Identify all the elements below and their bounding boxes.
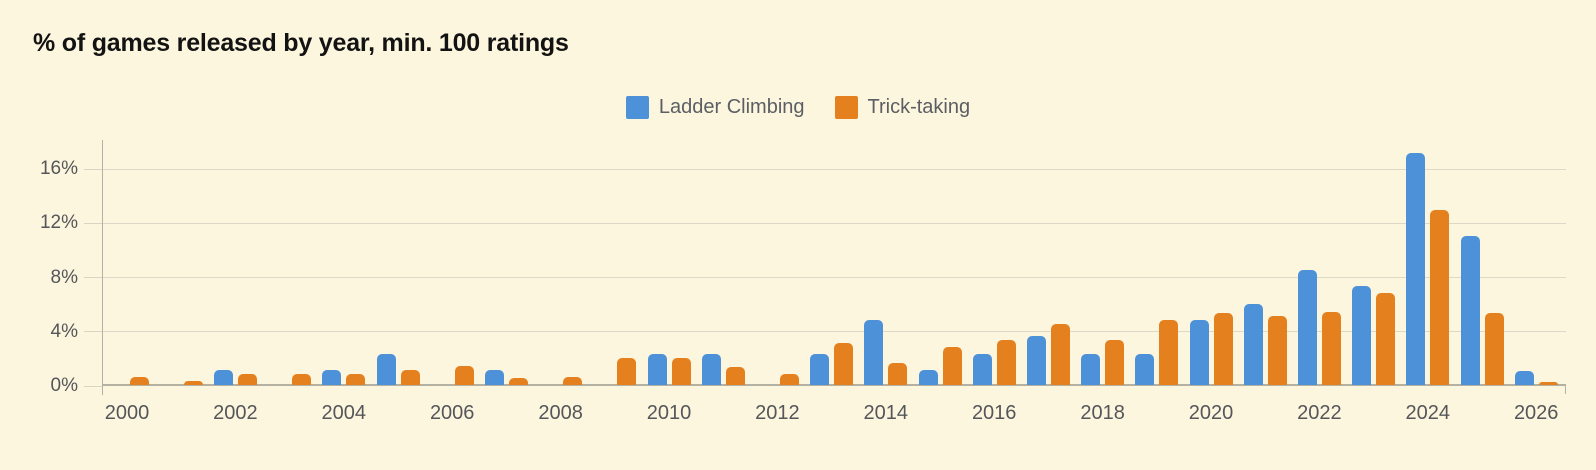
y-axis-label-16%: 16%: [39, 158, 78, 179]
bar-trick-taking-2000: [129, 376, 149, 385]
bar-trick-taking-2009: [617, 357, 637, 385]
bar-ladder-climbing-2020: [1189, 319, 1209, 385]
chart-title: % of games released by year, min. 100 ra…: [33, 29, 569, 57]
y-tick-0%: [84, 385, 102, 387]
bar-trick-taking-2006: [454, 366, 474, 385]
bar-ladder-climbing-2015: [918, 370, 938, 385]
bar-ladder-climbing-2010: [647, 353, 667, 385]
bar-ladder-climbing-2014: [864, 319, 884, 385]
gridline-8%: [103, 277, 1566, 278]
y-axis-line: [102, 140, 103, 395]
legend: Ladder Climbing Trick-taking: [0, 96, 1596, 119]
y-axis-label-12%: 12%: [39, 212, 78, 234]
x-axis-line: [103, 384, 1566, 386]
x-axis-label-2004: 2004: [321, 402, 367, 424]
bar-ladder-climbing-2017: [1026, 336, 1046, 385]
x-axis-label-2024: 2024: [1405, 402, 1451, 424]
x-axis-end-tick: [1565, 386, 1566, 394]
bar-trick-taking-2015: [942, 347, 962, 385]
x-axis-label-2020: 2020: [1188, 402, 1234, 424]
x-axis-label-2026: 2026: [1513, 402, 1559, 424]
legend-label-ladder-climbing: Ladder Climbing: [658, 96, 805, 118]
bar-trick-taking-2018: [1105, 340, 1125, 385]
bar-ladder-climbing-2019: [1135, 353, 1155, 385]
bar-ladder-climbing-2007: [484, 370, 504, 385]
bar-ladder-climbing-2002: [213, 370, 233, 385]
bar-trick-taking-2022: [1321, 311, 1341, 385]
legend-label-trick-taking: Trick-taking: [867, 96, 971, 118]
bar-trick-taking-2021: [1267, 315, 1287, 385]
bar-trick-taking-2025: [1484, 313, 1504, 385]
bar-ladder-climbing-2026: [1514, 371, 1534, 385]
bar-trick-taking-2004: [346, 374, 366, 385]
x-axis-label-2018: 2018: [1080, 402, 1125, 424]
x-axis-label-2022: 2022: [1297, 402, 1342, 424]
y-tick-8%: [84, 277, 102, 278]
legend-item-trick-taking: Trick-taking: [834, 96, 971, 119]
bar-ladder-climbing-2025: [1460, 235, 1480, 385]
bar-trick-taking-2008: [563, 376, 583, 385]
bar-trick-taking-2020: [1213, 313, 1233, 385]
y-axis-label-4%: 4%: [50, 320, 78, 342]
bar-ladder-climbing-2021: [1243, 303, 1263, 385]
legend-swatch-trick-taking: [834, 96, 858, 119]
x-axis-label-2016: 2016: [971, 402, 1017, 424]
bar-trick-taking-2017: [1050, 323, 1070, 385]
gridline-4%: [103, 331, 1566, 333]
x-axis-label-2002: 2002: [213, 402, 258, 424]
bar-trick-taking-2019: [1159, 319, 1179, 385]
y-axis-label-8%: 8%: [50, 266, 78, 288]
bar-trick-taking-2001: [183, 380, 203, 385]
bar-ladder-climbing-2005: [376, 353, 396, 385]
plot-area: 0% 4% 8% 12% 16% 2000 2002 2004 2006 2008 2010 2012…: [40, 140, 1566, 424]
bar-trick-taking-2016: [996, 340, 1016, 385]
bar-trick-taking-2011: [725, 367, 745, 385]
bar-trick-taking-2026: [1538, 382, 1558, 385]
legend-item-ladder-climbing: Ladder Climbing: [625, 96, 805, 119]
bar-trick-taking-2023: [1376, 292, 1396, 385]
bar-trick-taking-2010: [671, 357, 691, 385]
gridline-16%: [103, 168, 1566, 170]
y-axis-label-0%: 0%: [50, 375, 78, 396]
bar-ladder-climbing-2024: [1406, 153, 1426, 385]
x-axis-label-2014: 2014: [863, 402, 909, 424]
x-axis-label-2008: 2008: [538, 402, 583, 424]
x-axis-label-2006: 2006: [429, 402, 475, 424]
x-axis-label-2000: 2000: [104, 402, 150, 424]
bar-trick-taking-2013: [834, 342, 854, 385]
bar-trick-taking-2014: [888, 363, 908, 385]
x-axis-label-2010: 2010: [646, 402, 692, 424]
bar-ladder-climbing-2004: [322, 370, 342, 385]
y-tick-12%: [84, 222, 102, 224]
y-tick-4%: [84, 331, 102, 333]
bar-trick-taking-2002: [237, 374, 257, 385]
bar-ladder-climbing-2011: [701, 353, 721, 385]
bar-trick-taking-2024: [1430, 210, 1450, 385]
bar-ladder-climbing-2023: [1352, 286, 1372, 385]
bar-trick-taking-2005: [400, 370, 420, 385]
x-axis-label-2012: 2012: [755, 402, 800, 424]
bar-trick-taking-2007: [508, 378, 528, 385]
bar-ladder-climbing-2018: [1081, 353, 1101, 385]
bar-ladder-climbing-2022: [1297, 269, 1317, 385]
bar-ladder-climbing-2013: [810, 353, 830, 385]
gridline-12%: [103, 222, 1566, 224]
legend-swatch-ladder-climbing: [625, 96, 649, 119]
bar-trick-taking-2003: [292, 374, 312, 385]
bar-trick-taking-2012: [779, 374, 799, 385]
y-tick-16%: [84, 168, 102, 170]
bar-ladder-climbing-2016: [972, 353, 992, 385]
